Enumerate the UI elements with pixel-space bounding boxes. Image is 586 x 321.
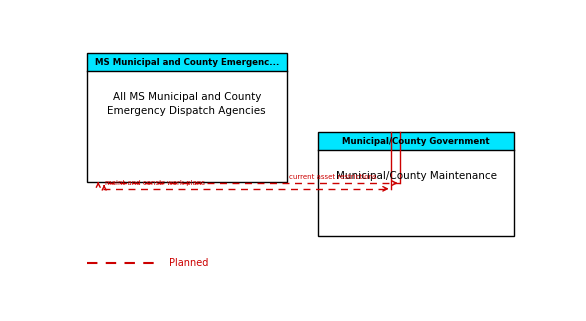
Bar — [87, 53, 287, 182]
Text: current asset restrictions: current asset restrictions — [289, 174, 377, 180]
Text: maint and constr work plans: maint and constr work plans — [105, 180, 205, 186]
Bar — [87, 53, 287, 71]
Bar — [87, 71, 287, 182]
Text: Municipal/County Maintenance: Municipal/County Maintenance — [336, 171, 496, 181]
Bar — [319, 133, 514, 150]
Text: Planned: Planned — [169, 258, 208, 268]
Bar — [319, 150, 514, 236]
Text: Municipal/County Government: Municipal/County Government — [342, 137, 490, 146]
Text: MS Municipal and County Emergenc...: MS Municipal and County Emergenc... — [94, 57, 279, 66]
Text: All MS Municipal and County
Emergency Dispatch Agencies: All MS Municipal and County Emergency Di… — [107, 92, 266, 116]
Bar — [319, 133, 514, 236]
